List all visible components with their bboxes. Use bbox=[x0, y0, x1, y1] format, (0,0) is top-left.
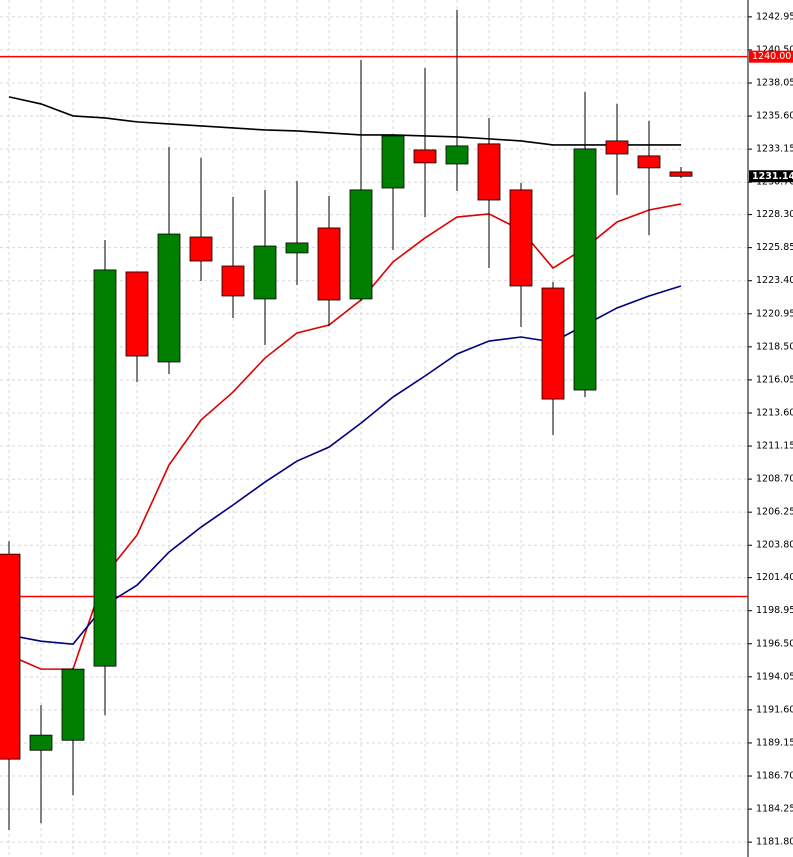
y-tick-label: 1228.30 bbox=[756, 209, 793, 220]
moving-average bbox=[8, 285, 682, 646]
y-tick-label: 1203.80 bbox=[756, 540, 793, 551]
y-tick-label: 1208.70 bbox=[756, 474, 793, 485]
candle-body bbox=[0, 553, 21, 760]
level-label: 1240.00 bbox=[752, 51, 791, 62]
candle-body bbox=[93, 269, 117, 667]
candle-body bbox=[349, 189, 373, 300]
moving-average bbox=[8, 203, 682, 670]
y-tick-label: 1198.95 bbox=[756, 605, 793, 616]
y-tick-label: 1201.40 bbox=[756, 572, 793, 583]
candle-body bbox=[157, 233, 181, 363]
y-tick-label: 1181.80 bbox=[756, 837, 793, 848]
y-tick-label: 1240.50 bbox=[756, 44, 793, 55]
y-tick-label: 1191.60 bbox=[756, 704, 793, 715]
y-tick-label: 1238.05 bbox=[756, 78, 793, 89]
candle-body bbox=[541, 287, 565, 400]
candle-body bbox=[669, 171, 693, 177]
level-label-box bbox=[749, 50, 793, 63]
y-tick-label: 1196.50 bbox=[756, 638, 793, 649]
candle-body bbox=[445, 145, 469, 165]
candle-body bbox=[125, 271, 149, 357]
y-tick-label: 1233.15 bbox=[756, 144, 793, 155]
y-tick-label: 1220.95 bbox=[756, 308, 793, 319]
y-tick-label: 1186.70 bbox=[756, 771, 793, 782]
y-tick-label: 1216.05 bbox=[756, 374, 793, 385]
candle-body bbox=[189, 236, 213, 262]
candle-body bbox=[285, 242, 309, 254]
candle-body bbox=[381, 135, 405, 189]
y-tick-label: 1235.60 bbox=[756, 111, 793, 122]
y-tick-label: 1225.85 bbox=[756, 242, 793, 253]
candle-body bbox=[61, 668, 85, 741]
moving-average bbox=[8, 96, 681, 146]
candle-body bbox=[573, 148, 597, 391]
y-tick-label: 1242.95 bbox=[756, 11, 793, 22]
candle-body bbox=[605, 140, 629, 155]
y-tick-label: 1213.60 bbox=[756, 407, 793, 418]
candle-body bbox=[413, 149, 437, 164]
candle-body bbox=[637, 155, 661, 169]
candle-body bbox=[221, 265, 245, 297]
y-tick-label: 1189.15 bbox=[756, 737, 793, 748]
candle-body bbox=[317, 227, 341, 301]
y-tick-label: 1211.15 bbox=[756, 441, 793, 452]
candle-body bbox=[253, 245, 277, 300]
last-price-label: 1231.14 bbox=[752, 171, 793, 182]
y-tick-label: 1218.50 bbox=[756, 341, 793, 352]
candle-body bbox=[509, 189, 533, 287]
last-price-box bbox=[749, 170, 793, 183]
y-tick-label: 1194.05 bbox=[756, 671, 793, 682]
candle-body bbox=[29, 734, 53, 751]
y-tick-label: 1184.25 bbox=[756, 804, 793, 815]
candle-body bbox=[477, 143, 501, 201]
y-tick-label: 1223.40 bbox=[756, 275, 793, 286]
y-tick-label: 1206.25 bbox=[756, 507, 793, 518]
